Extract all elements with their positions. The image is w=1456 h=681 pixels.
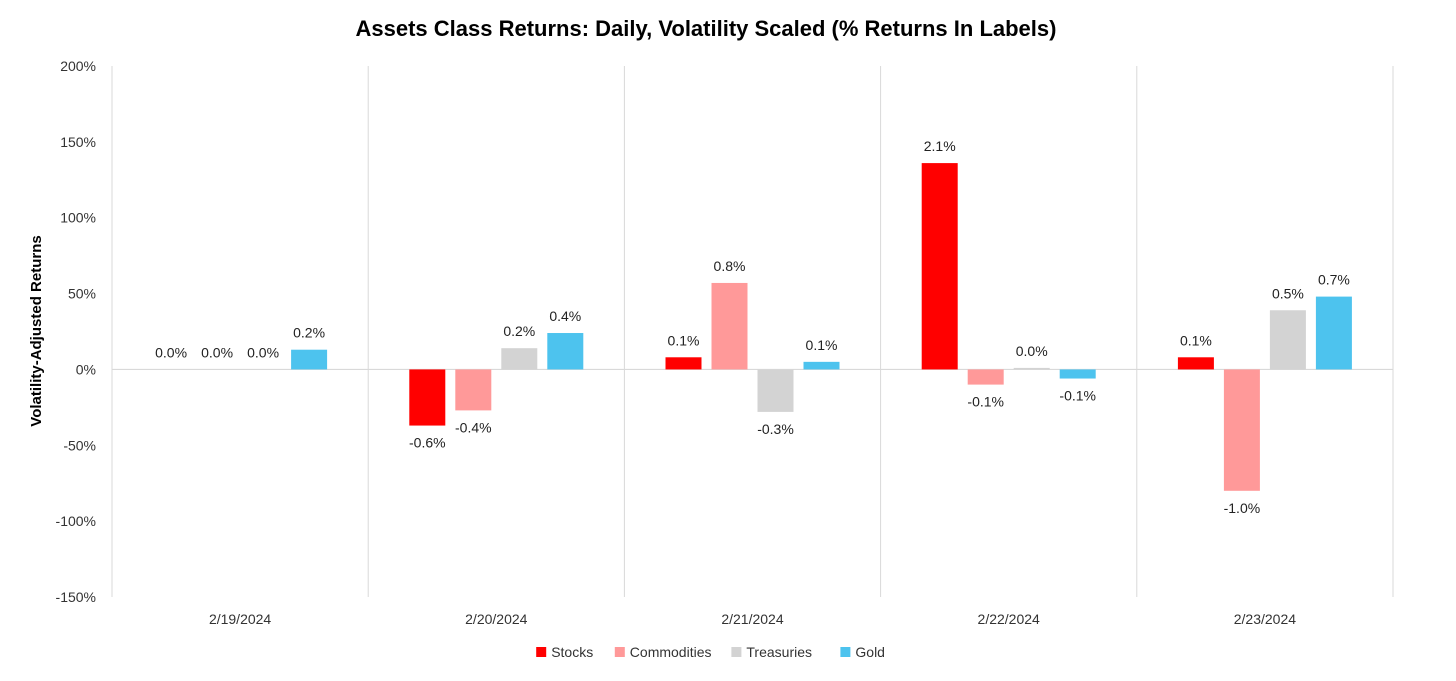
y-tick-label: 50%: [68, 286, 96, 302]
y-tick-label: 150%: [60, 134, 96, 150]
bar-commodities: [967, 369, 1004, 385]
data-label: 0.0%: [155, 344, 187, 360]
data-label: -0.6%: [409, 435, 446, 451]
x-tick-label: 2/20/2024: [465, 611, 527, 627]
bar-gold: [1315, 296, 1352, 370]
legend-swatch-commodities: [614, 647, 625, 657]
data-label: -0.3%: [757, 421, 794, 437]
data-label: 0.1%: [1180, 332, 1212, 348]
axes: 200% 150% 100% 50% 0% -50% -100% -150% 2/19/2024…: [56, 58, 1394, 627]
legend: Stocks Commodities Treasuries Gold: [536, 644, 885, 660]
bar-gold: [803, 361, 840, 370]
data-label: 0.0%: [201, 344, 233, 360]
bar-gold: [547, 333, 584, 370]
bar-gold: [291, 349, 328, 370]
bar-commodities: [711, 282, 748, 370]
bar-stocks: [665, 357, 702, 370]
bars: [291, 163, 1352, 491]
y-axis-label: Volatility-Adjusted Returns: [28, 235, 45, 426]
data-label: 0.1%: [806, 337, 838, 353]
data-label: -0.4%: [455, 419, 492, 435]
bar-treasuries: [1013, 367, 1050, 370]
y-tick-label: -50%: [63, 437, 96, 453]
data-label: 2.1%: [924, 138, 956, 154]
bar-treasuries: [501, 348, 538, 370]
data-label: 0.4%: [549, 308, 581, 324]
bar-stocks: [1177, 357, 1214, 370]
legend-label-commodities: Commodities: [630, 644, 712, 660]
data-label: 0.8%: [714, 258, 746, 274]
chart-title: Assets Class Returns: Daily, Volatility …: [356, 16, 1057, 41]
bar-stocks: [921, 163, 958, 370]
data-labels: 0.0% -0.6% 0.1% 2.1% 0.1% 0.0% -0.4% 0.8% -0.1% -…: [155, 138, 1350, 516]
bar-commodities: [1223, 369, 1260, 491]
legend-swatch-stocks: [536, 647, 547, 657]
x-tick-label: 2/22/2024: [978, 611, 1040, 627]
x-tick-label: 2/21/2024: [721, 611, 783, 627]
legend-label-treasuries: Treasuries: [746, 644, 812, 660]
y-tick-label: 0%: [76, 361, 96, 377]
bar-gold: [1059, 369, 1096, 379]
data-label: 0.2%: [503, 323, 535, 339]
legend-label-stocks: Stocks: [551, 644, 593, 660]
legend-label-gold: Gold: [855, 644, 885, 660]
data-label: 0.0%: [247, 344, 279, 360]
data-label: -0.1%: [967, 394, 1004, 410]
x-tick-label: 2/23/2024: [1234, 611, 1296, 627]
x-tick-label: 2/19/2024: [209, 611, 271, 627]
data-label: 0.5%: [1272, 285, 1304, 301]
legend-swatch-treasuries: [731, 647, 742, 657]
bar-stocks: [409, 369, 446, 426]
data-label: 0.2%: [293, 325, 325, 341]
data-label: 0.1%: [668, 332, 700, 348]
data-label: -1.0%: [1224, 500, 1261, 516]
data-label: -0.1%: [1059, 388, 1096, 404]
y-tick-label: -100%: [56, 513, 96, 529]
bar-treasuries: [757, 369, 794, 412]
bar-commodities: [455, 369, 492, 411]
legend-swatch-gold: [840, 647, 851, 657]
data-label: 0.0%: [1016, 343, 1048, 359]
data-label: 0.7%: [1318, 272, 1350, 288]
y-tick-label: 100%: [60, 210, 96, 226]
bar-treasuries: [1269, 310, 1306, 370]
y-tick-label: -150%: [56, 589, 96, 605]
y-tick-label: 200%: [60, 58, 96, 74]
